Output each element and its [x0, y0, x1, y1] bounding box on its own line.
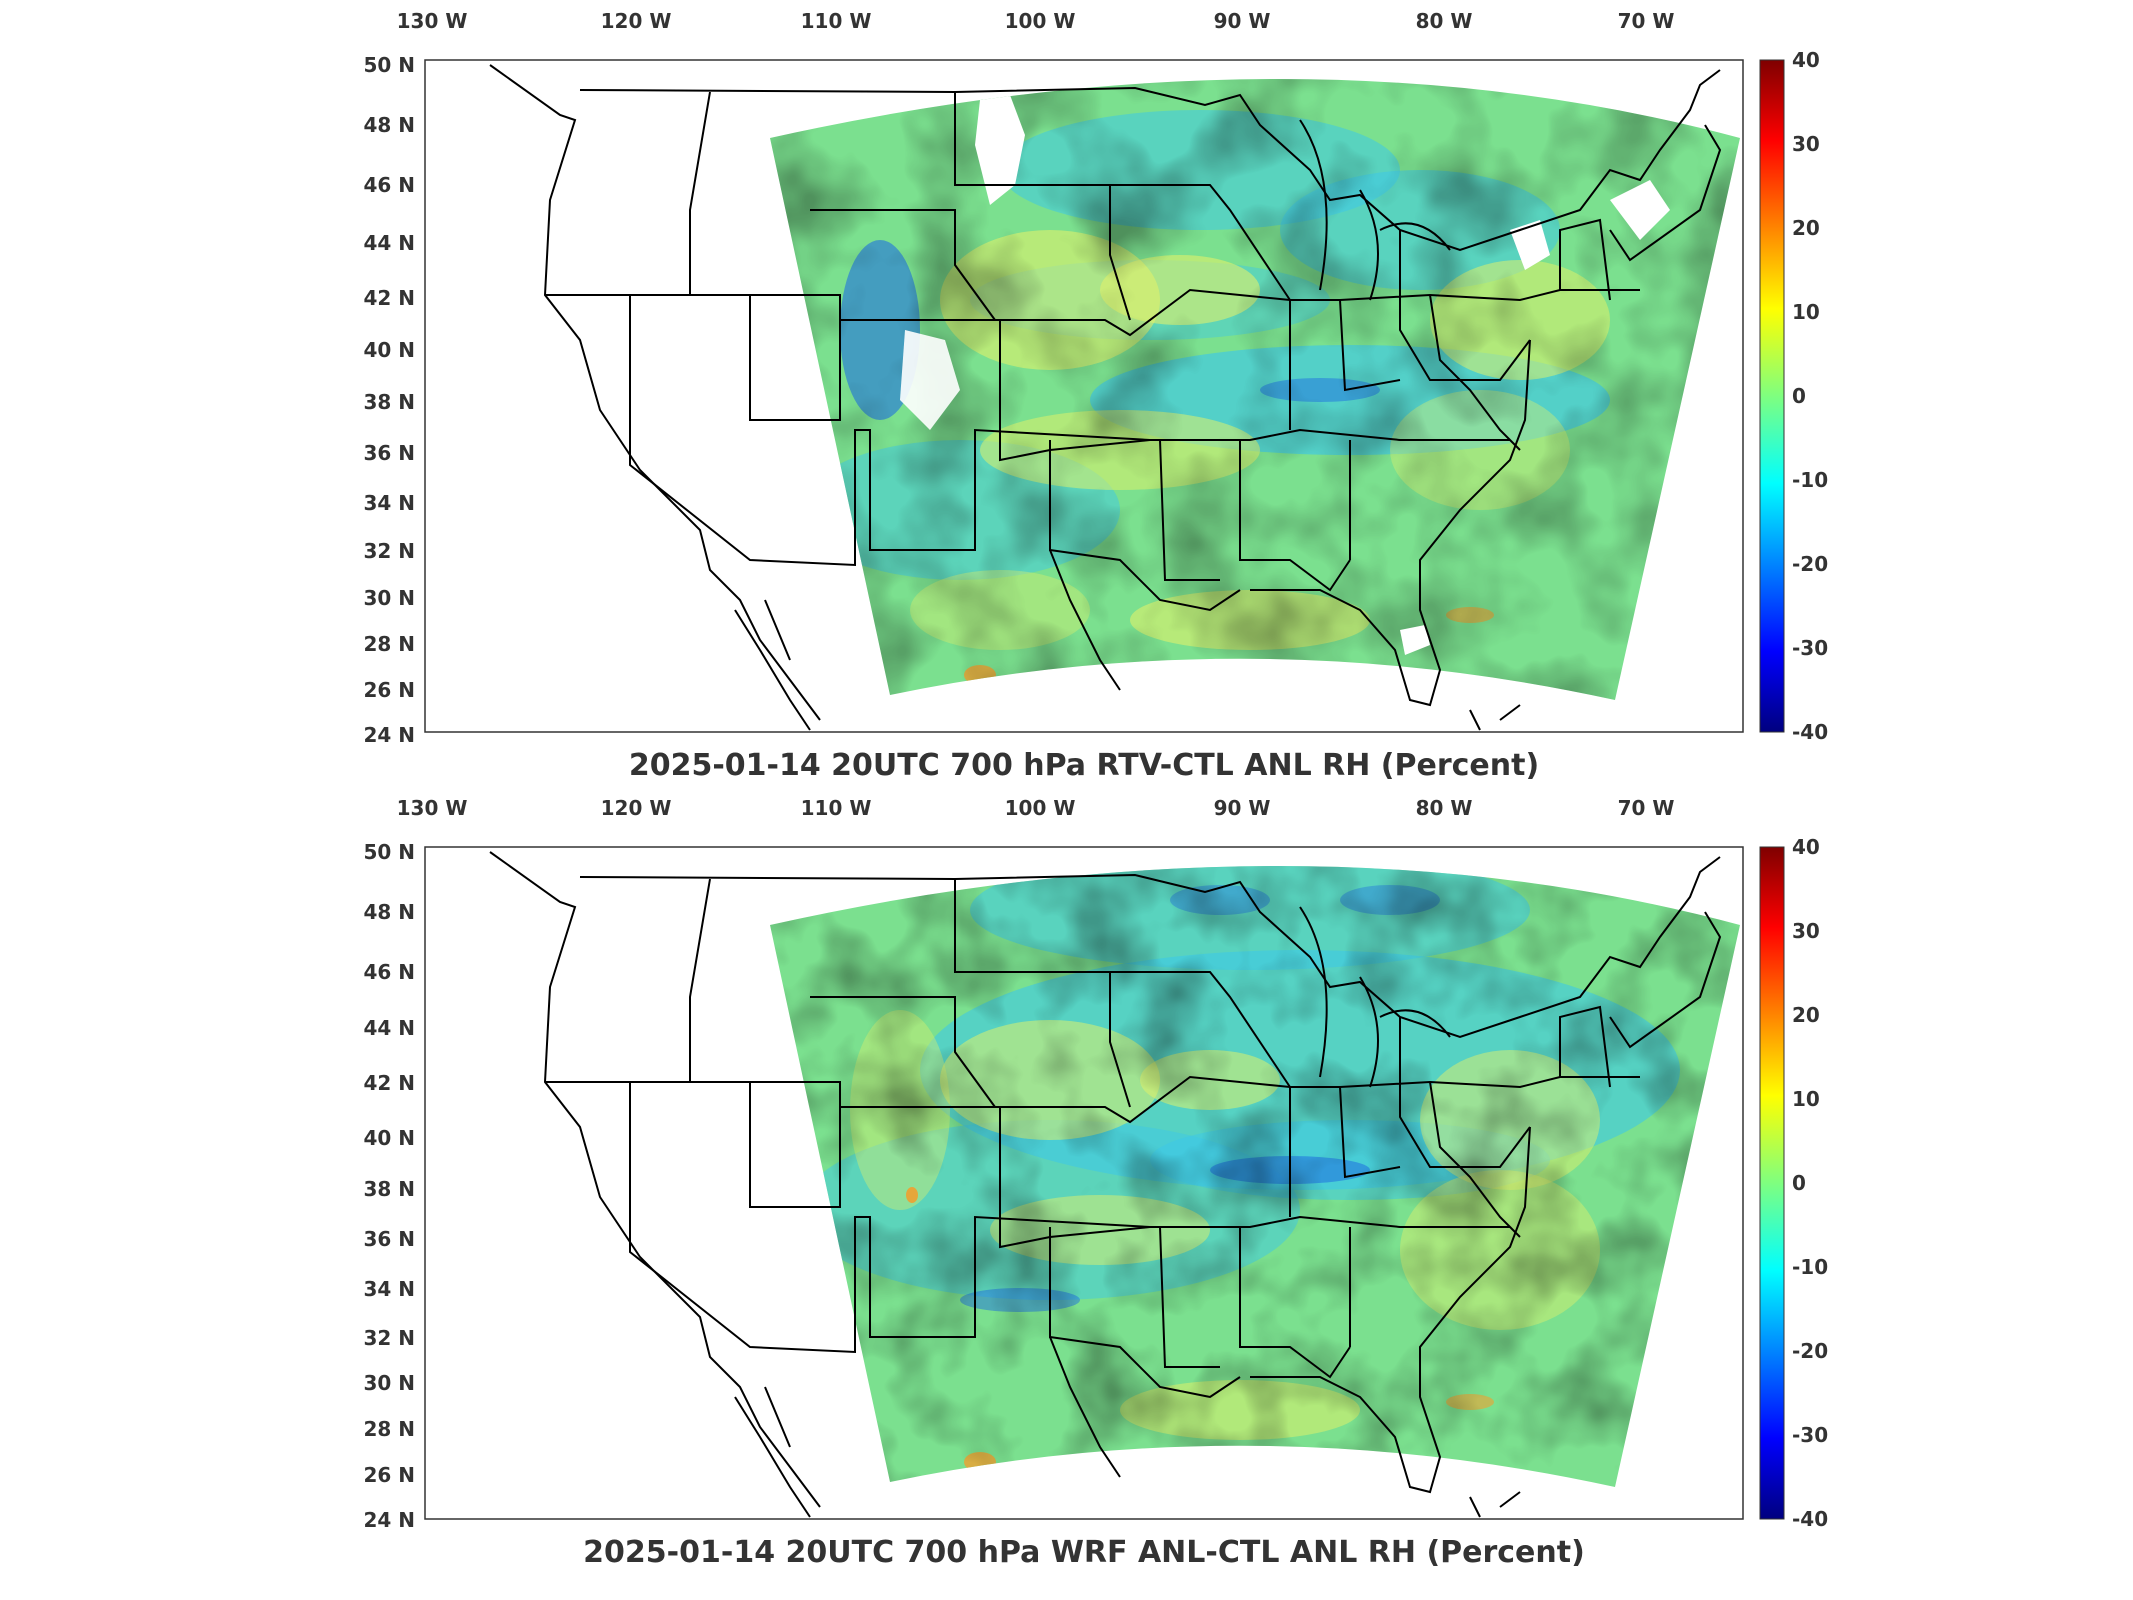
lat-tick-44n: 44 N: [363, 1016, 415, 1040]
colorbar-tick-20: 20: [1792, 216, 1820, 240]
lat-tick-44n: 44 N: [363, 231, 415, 255]
colorbar-tick-10: 10: [1792, 300, 1820, 324]
state-borders: [489, 64, 1722, 731]
lat-tick-28n: 28 N: [363, 1417, 415, 1441]
lat-tick-26n: 26 N: [363, 1463, 415, 1487]
colorbar-tick-30: 30: [1792, 132, 1820, 156]
lat-tick-42n: 42 N: [363, 1071, 415, 1095]
lat-tick-40n: 40 N: [363, 1126, 415, 1150]
lat-tick-32n: 32 N: [363, 1326, 415, 1350]
colorbar-tick-30: 30: [1792, 919, 1820, 943]
lat-tick-32n: 32 N: [363, 539, 415, 563]
colorbar-tick-0: 0: [1792, 1171, 1806, 1195]
lat-tick-38n: 38 N: [363, 1177, 415, 1201]
lat-tick-26n: 26 N: [363, 678, 415, 702]
lon-tick-120w: 120 W: [601, 796, 672, 820]
lat-tick-36n: 36 N: [363, 441, 415, 465]
lat-tick-46n: 46 N: [363, 173, 415, 197]
colorbar: 40 30 20 10 0 -10 -20 -30 -40: [1759, 835, 1828, 1531]
lat-tick-34n: 34 N: [363, 1277, 415, 1301]
lat-tick-28n: 28 N: [363, 632, 415, 656]
map-figure-rtv: 130 W 120 W 110 W 100 W 90 W 80 W 70 W 5…: [363, 9, 1828, 783]
map-title: 2025-01-14 20UTC 700 hPa RTV-CTL ANL RH …: [629, 748, 1539, 783]
lon-tick-130w: 130 W: [397, 9, 468, 33]
longitude-ticks: 130 W 120 W 110 W 100 W 90 W 80 W 70 W: [397, 9, 1675, 33]
lon-tick-130w: 130 W: [397, 796, 468, 820]
lat-tick-48n: 48 N: [363, 113, 415, 137]
colorbar-tick-40: 40: [1792, 48, 1820, 72]
lat-tick-30n: 30 N: [363, 586, 415, 610]
lat-tick-34n: 34 N: [363, 491, 415, 515]
lon-tick-90w: 90 W: [1214, 796, 1271, 820]
map-panel-rtv: 130 W 120 W 110 W 100 W 90 W 80 W 70 W 5…: [0, 0, 2133, 790]
colorbar: 40 30 20 10 0 -10 -20 -30 -40: [1759, 48, 1828, 744]
colorbar-scale: [1759, 846, 1785, 1520]
lon-tick-110w: 110 W: [801, 796, 872, 820]
lon-tick-120w: 120 W: [601, 9, 672, 33]
lon-tick-80w: 80 W: [1416, 9, 1473, 33]
colorbar-tick-minus20: -20: [1792, 1339, 1828, 1363]
colorbar-tick-minus20: -20: [1792, 552, 1828, 576]
colorbar-tick-minus30: -30: [1792, 636, 1828, 660]
rh-difference-field: [770, 866, 1740, 1487]
map-figure-wrf: 130 W 120 W 110 W 100 W 90 W 80 W 70 W 5…: [363, 796, 1828, 1570]
map-title: 2025-01-14 20UTC 700 hPa WRF ANL-CTL ANL…: [583, 1535, 1585, 1570]
latitude-ticks: 50 N 48 N 46 N 44 N 42 N 40 N 38 N 36 N …: [363, 840, 415, 1532]
lat-tick-42n: 42 N: [363, 286, 415, 310]
colorbar-tick-minus10: -10: [1792, 468, 1828, 492]
colorbar-tick-minus40: -40: [1792, 1507, 1828, 1531]
state-borders: [489, 851, 1722, 1518]
lon-tick-80w: 80 W: [1416, 796, 1473, 820]
colorbar-tick-20: 20: [1792, 1003, 1820, 1027]
lat-tick-50n: 50 N: [363, 53, 415, 77]
colorbar-tick-minus30: -30: [1792, 1423, 1828, 1447]
lat-tick-46n: 46 N: [363, 960, 415, 984]
lon-tick-70w: 70 W: [1618, 796, 1675, 820]
colorbar-tick-minus40: -40: [1792, 720, 1828, 744]
lon-tick-100w: 100 W: [1005, 9, 1076, 33]
lat-tick-36n: 36 N: [363, 1227, 415, 1251]
lat-tick-24n: 24 N: [363, 1508, 415, 1532]
lat-tick-30n: 30 N: [363, 1371, 415, 1395]
lat-tick-48n: 48 N: [363, 900, 415, 924]
lat-tick-38n: 38 N: [363, 390, 415, 414]
colorbar-tick-10: 10: [1792, 1087, 1820, 1111]
lon-tick-90w: 90 W: [1214, 9, 1271, 33]
colorbar-scale: [1759, 59, 1785, 733]
map-panel-wrf: 130 W 120 W 110 W 100 W 90 W 80 W 70 W 5…: [0, 790, 2133, 1590]
lon-tick-70w: 70 W: [1618, 9, 1675, 33]
lat-tick-50n: 50 N: [363, 840, 415, 864]
colorbar-tick-minus10: -10: [1792, 1255, 1828, 1279]
lat-tick-40n: 40 N: [363, 338, 415, 362]
lon-tick-110w: 110 W: [801, 9, 872, 33]
lat-tick-24n: 24 N: [363, 723, 415, 747]
longitude-ticks: 130 W 120 W 110 W 100 W 90 W 80 W 70 W: [397, 796, 1675, 820]
colorbar-tick-40: 40: [1792, 835, 1820, 859]
lon-tick-100w: 100 W: [1005, 796, 1076, 820]
latitude-ticks: 50 N 48 N 46 N 44 N 42 N 40 N 38 N 36 N …: [363, 53, 415, 747]
colorbar-tick-0: 0: [1792, 384, 1806, 408]
